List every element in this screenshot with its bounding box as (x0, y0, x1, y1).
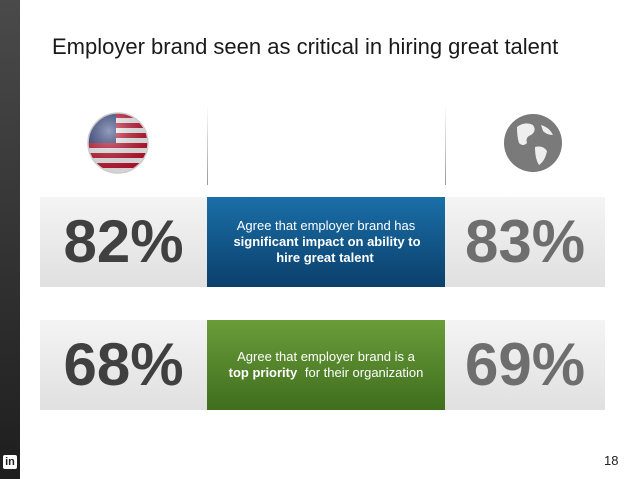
side-strip (0, 0, 20, 479)
globe-icon (504, 114, 562, 172)
divider (207, 105, 208, 185)
description: Agree that employer brand has significan… (225, 218, 427, 266)
band (445, 197, 605, 287)
page-number: 18 (604, 453, 619, 468)
global-percentage: 83% (464, 208, 586, 275)
us-flag-icon (87, 112, 149, 174)
row: 68% 69% Agree that employer brand is a top… (40, 320, 605, 410)
global-percentage: 69% (464, 331, 586, 398)
description-text: for their organization (304, 365, 424, 380)
logo: in (3, 455, 17, 469)
description: Agree that employer brand is a top prior… (225, 349, 427, 381)
band (40, 320, 207, 410)
row: 82% 83% Agree that employer brand has sign… (40, 197, 605, 287)
description-box: Agree that employer brand has significan… (207, 197, 445, 287)
band (445, 320, 605, 410)
band (40, 197, 207, 287)
description-box: Agree that employer brand is a top prior… (207, 320, 445, 410)
title: Employer brand seen as critical in hirin… (52, 34, 559, 59)
divider (445, 105, 446, 185)
us-percentage: 82% (63, 208, 184, 275)
description-text: significant impact on ability to hire gr… (233, 234, 421, 265)
description-text: Agree that employer brand has (236, 218, 416, 233)
us-percentage: 68% (63, 331, 184, 398)
description-text: Agree that employer brand is a (237, 349, 415, 364)
description-text: top priority (228, 365, 298, 380)
